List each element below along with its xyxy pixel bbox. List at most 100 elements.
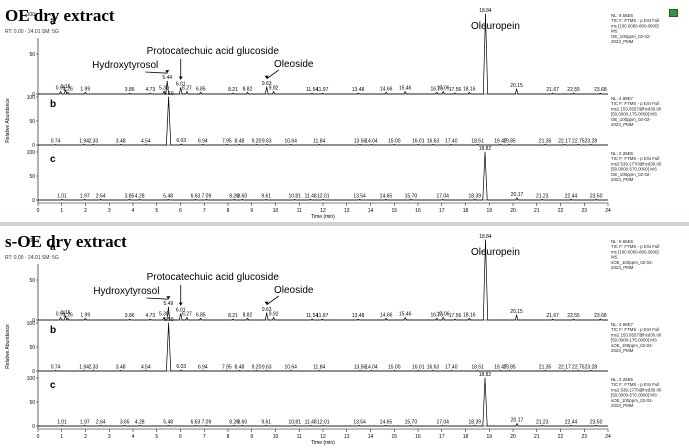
x-tick-label: 8 xyxy=(227,434,230,440)
peak-point xyxy=(145,370,147,371)
x-tick-label: 24 xyxy=(605,434,611,440)
x-tick-label: 1 xyxy=(60,208,63,214)
peak-label: 22.75 xyxy=(572,365,585,371)
peak-label: 14.66 xyxy=(380,312,393,318)
peak-point xyxy=(516,314,517,316)
x-tick-label: 16 xyxy=(415,434,421,440)
peak-point xyxy=(552,318,554,320)
peak-label: 1.16 xyxy=(61,310,71,316)
peak-point xyxy=(205,425,207,426)
peak-label: 3.65 xyxy=(120,420,130,426)
peak-point xyxy=(232,92,234,94)
peak-point xyxy=(357,318,359,320)
peak-label: 0.95 xyxy=(56,86,66,92)
y-tick-label: 50 xyxy=(29,278,35,284)
peak-point xyxy=(385,318,387,319)
peak-point xyxy=(404,91,406,92)
peak-label: 11.97 xyxy=(316,313,328,319)
peak-point xyxy=(65,89,66,91)
peak-point xyxy=(239,144,240,145)
peak-point xyxy=(516,423,518,424)
peak-point xyxy=(149,92,151,94)
peak-point xyxy=(166,80,168,82)
peak-label: 5.30 xyxy=(159,312,169,318)
y-tick-label: 100 xyxy=(27,95,36,101)
peak-point xyxy=(484,151,486,153)
peak-point xyxy=(226,370,228,371)
peak-label: 0.74 xyxy=(51,365,61,371)
peak-point xyxy=(600,92,601,94)
peak-point xyxy=(485,239,486,241)
annotation-arrow xyxy=(145,71,168,74)
trace-info: TIC F: FTMS - p ESI Full xyxy=(611,327,659,332)
peak-point xyxy=(84,318,86,319)
peak-label: 8.82 xyxy=(243,86,253,92)
peak-point xyxy=(100,425,102,426)
x-tick-label: 19 xyxy=(486,434,492,440)
window-restore-icon[interactable] xyxy=(669,9,678,17)
arrowhead-icon xyxy=(264,301,269,305)
y-tick-label: 100 xyxy=(27,238,36,244)
x-tick-label: 9 xyxy=(250,434,253,440)
peak-label: 18.84 xyxy=(479,8,492,14)
peak-label: 4.54 xyxy=(141,365,151,371)
peak-point xyxy=(266,86,268,88)
trace-info: TIC F: FTMS - p ESI Full xyxy=(611,156,659,161)
peak-point xyxy=(60,317,61,318)
peak-point xyxy=(410,199,412,200)
peak-point xyxy=(454,92,456,94)
peak-label: 16.01 xyxy=(412,365,425,371)
peak-point xyxy=(359,425,360,426)
x-tick-label: 17 xyxy=(439,208,445,214)
peak-label: 9.92 xyxy=(269,312,279,318)
peak-point xyxy=(318,144,320,145)
peak-point xyxy=(500,370,501,371)
y-tick-label: 50 xyxy=(29,174,35,180)
peak-label: 1.99 xyxy=(80,312,90,318)
peak-point xyxy=(180,369,182,371)
peak-label: 1.26 xyxy=(63,312,73,318)
peak-label: 21.67 xyxy=(546,87,559,93)
peak-label: 21.35 xyxy=(539,139,552,145)
trace-line xyxy=(38,151,608,201)
peak-point xyxy=(92,144,94,145)
peak-label: 18.84 xyxy=(479,234,492,240)
peak-point xyxy=(310,425,312,426)
x-tick-label: 12 xyxy=(320,208,326,214)
peak-label: 3.48 xyxy=(116,365,126,371)
trace-info: MS xyxy=(611,255,618,260)
peak-label: 8.82 xyxy=(243,312,253,318)
peak-point xyxy=(442,317,444,318)
peak-point xyxy=(167,199,169,200)
peak-point xyxy=(570,199,572,200)
peak-point xyxy=(564,370,565,371)
x-tick-label: 9 xyxy=(250,208,253,214)
peak-label: 0.95 xyxy=(56,312,66,318)
peak-label: 23.28 xyxy=(585,139,598,145)
peak-label: 11.48 xyxy=(305,194,317,200)
peak-point xyxy=(129,318,131,320)
trace-info: [50.0000-570.0000] MS xyxy=(611,167,657,172)
peak-point xyxy=(450,370,452,371)
peak-point xyxy=(385,92,387,93)
trace-info: 2023_PMM xyxy=(611,39,634,44)
x-axis-label: Time (min) xyxy=(311,440,335,446)
peak-label: 14.04 xyxy=(365,365,378,371)
chromatogram-chart: 0 1 2 3 4 5 6 7 8 9 10 11 12 13 14 15 16 17 18 19 20 21 22 23 24… xyxy=(5,234,662,446)
peak-label: 18.39 xyxy=(469,420,482,426)
peak-point xyxy=(83,144,85,145)
trace-label: a xyxy=(50,16,56,27)
peak-point xyxy=(318,370,320,371)
x-tick-label: 10 xyxy=(273,434,279,440)
peak-point xyxy=(256,370,257,371)
peak-point xyxy=(573,92,574,94)
peak-label: 23.50 xyxy=(590,420,603,426)
peak-label: 9.63 xyxy=(262,365,272,371)
peak-point xyxy=(139,199,141,200)
peak-point xyxy=(294,199,296,200)
peak-point xyxy=(385,425,387,426)
peak-label: 3.85 xyxy=(125,194,135,200)
annotation-arrow xyxy=(146,297,169,300)
peak-label: 1.97 xyxy=(80,420,90,426)
peak-label: 22.17 xyxy=(558,139,571,145)
